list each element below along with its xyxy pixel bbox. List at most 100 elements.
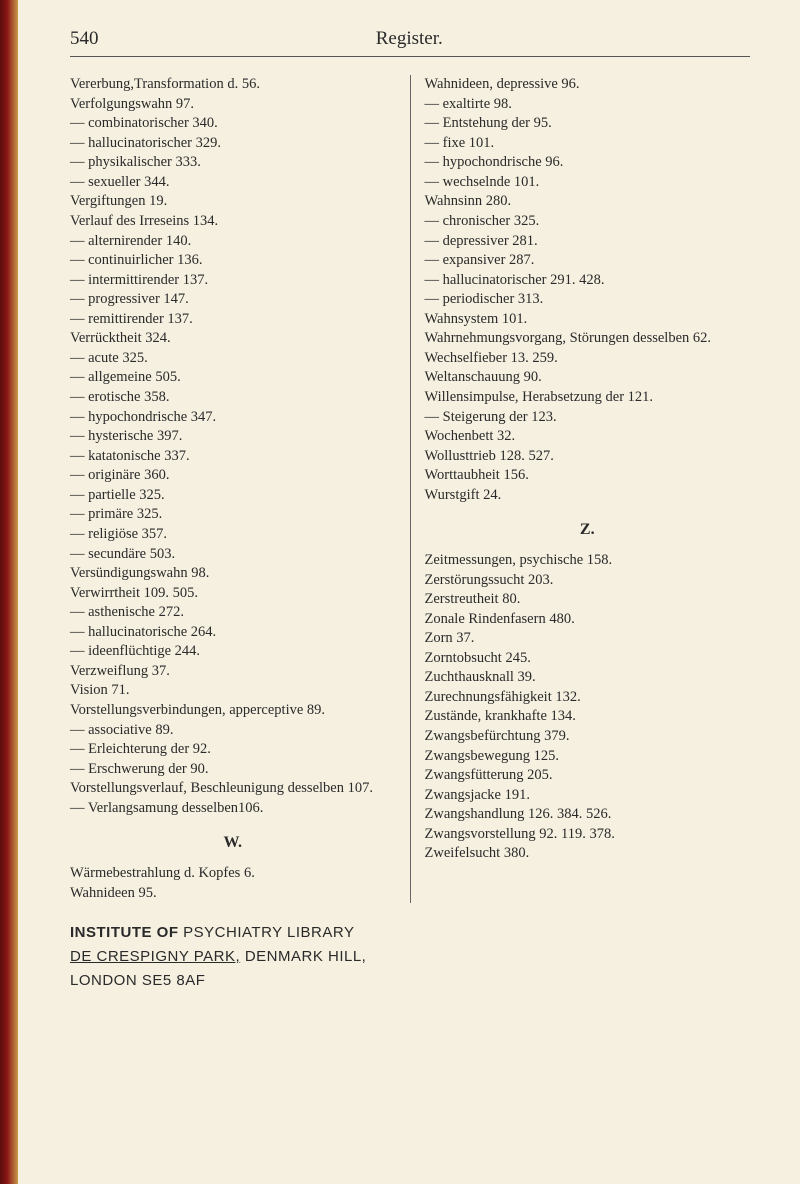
- library-stamp: INSTITUTE OF PSYCHIATRY LIBRARY DE CRESP…: [70, 921, 750, 993]
- index-entry: Vergiftungen 19.: [70, 192, 396, 212]
- index-entry: — hysterische 397.: [70, 427, 396, 447]
- index-entry: — physikalischer 333.: [70, 153, 396, 173]
- left-entries-2: Wärmebestrahlung d. Kopfes 6.Wahnideen 9…: [70, 864, 396, 903]
- index-entry: — Erleichterung der 92.: [70, 740, 396, 760]
- index-entry: Vision 71.: [70, 681, 396, 701]
- index-entry: — hypochondrische 96.: [425, 153, 751, 173]
- section-head-w: W.: [70, 832, 396, 854]
- index-entry: — associative 89.: [70, 721, 396, 741]
- index-entry: Versündigungswahn 98.: [70, 564, 396, 584]
- index-entry: — combinatorischer 340.: [70, 114, 396, 134]
- index-entry: Zonale Rindenfasern 480.: [425, 610, 751, 630]
- section-head-z: Z.: [425, 519, 751, 541]
- index-entry: — katatonische 337.: [70, 447, 396, 467]
- index-entry: — Steigerung der 123.: [425, 408, 751, 428]
- index-entry: Zeitmessungen, psychische 158.: [425, 551, 751, 571]
- index-entry: Zwangsvorstellung 92. 119. 378.: [425, 825, 751, 845]
- index-entry: Wurstgift 24.: [425, 486, 751, 506]
- index-entry: Zorntobsucht 245.: [425, 649, 751, 669]
- index-entry: Worttaubheit 156.: [425, 466, 751, 486]
- index-entry: Weltanschauung 90.: [425, 368, 751, 388]
- index-entry: — erotische 358.: [70, 388, 396, 408]
- index-entry: Zwangshandlung 126. 384. 526.: [425, 805, 751, 825]
- stamp-text-2a: DE CRESPIGNY PARK,: [70, 948, 240, 965]
- index-entry: Zuchthausknall 39.: [425, 668, 751, 688]
- index-entry: Vererbung,Transformation d. 56.: [70, 75, 396, 95]
- index-entry: — periodischer 313.: [425, 290, 751, 310]
- header-spacer: [720, 28, 750, 50]
- index-entry: — hallucinatorischer 329.: [70, 134, 396, 154]
- index-entry: Wechselfieber 13. 259.: [425, 349, 751, 369]
- index-entry: Zerstreutheit 80.: [425, 590, 751, 610]
- index-entry: — allgemeine 505.: [70, 368, 396, 388]
- index-entry: Zwangsfütterung 205.: [425, 766, 751, 786]
- index-entry: — primäre 325.: [70, 505, 396, 525]
- left-column: Vererbung,Transformation d. 56.Verfolgun…: [70, 75, 411, 903]
- index-entry: Zorn 37.: [425, 629, 751, 649]
- stamp-text-1b: PSYCHIATRY LIBRARY: [183, 924, 354, 941]
- left-entries-1: Vererbung,Transformation d. 56.Verfolgun…: [70, 75, 396, 818]
- index-entry: — intermittirender 137.: [70, 271, 396, 291]
- index-entry: Zerstörungssucht 203.: [425, 571, 751, 591]
- index-entry: Verlauf des Irreseins 134.: [70, 212, 396, 232]
- index-entry: — depressiver 281.: [425, 232, 751, 252]
- stamp-line-3: LONDON SE5 8AF: [70, 969, 750, 993]
- stamp-line-2: DE CRESPIGNY PARK, DENMARK HILL,: [70, 945, 750, 969]
- index-entry: Wahrnehmungsvorgang, Stör­ungen desselbe…: [425, 329, 751, 349]
- index-columns: Vererbung,Transformation d. 56.Verfolgun…: [70, 75, 750, 903]
- right-entries-1: Wahnideen, depressive 96.— exaltirte 98.…: [425, 75, 751, 505]
- index-entry: — remittirender 137.: [70, 310, 396, 330]
- index-entry: Zwangsbewegung 125.: [425, 747, 751, 767]
- index-entry: Wochenbett 32.: [425, 427, 751, 447]
- index-entry: — secundäre 503.: [70, 545, 396, 565]
- index-entry: — Erschwerung der 90.: [70, 760, 396, 780]
- stamp-text-2b: DENMARK HILL,: [240, 948, 366, 965]
- index-entry: — acute 325.: [70, 349, 396, 369]
- index-entry: Verzweiflung 37.: [70, 662, 396, 682]
- index-entry: Verrücktheit 324.: [70, 329, 396, 349]
- index-entry: Wahnsystem 101.: [425, 310, 751, 330]
- index-entry: — alternirender 140.: [70, 232, 396, 252]
- page-number: 540: [70, 28, 99, 50]
- index-entry: — fixe 101.: [425, 134, 751, 154]
- index-entry: — hallucinatorischer 291. 428.: [425, 271, 751, 291]
- index-entry: Wahnideen, depressive 96.: [425, 75, 751, 95]
- index-entry: — partielle 325.: [70, 486, 396, 506]
- page-title: Register.: [376, 28, 443, 50]
- index-entry: Vorstellungsverbindungen, ap­perceptive …: [70, 701, 396, 721]
- index-entry: — continuirlicher 136.: [70, 251, 396, 271]
- index-entry: Wollusttrieb 128. 527.: [425, 447, 751, 467]
- index-entry: Wärmebestrahlung d. Kopfes 6.: [70, 864, 396, 884]
- right-entries-2: Zeitmessungen, psychische 158.Zerstörung…: [425, 551, 751, 864]
- index-entry: — asthenische 272.: [70, 603, 396, 623]
- index-entry: — ideenflüchtige 244.: [70, 642, 396, 662]
- index-entry: — Verlangsamung desselben106.: [70, 799, 396, 819]
- page-header: 540 Register.: [70, 28, 750, 57]
- right-column: Wahnideen, depressive 96.— exaltirte 98.…: [411, 75, 751, 903]
- index-entry: Zurechnungsfähigkeit 132.: [425, 688, 751, 708]
- index-entry: Verfolgungswahn 97.: [70, 95, 396, 115]
- index-entry: — sexueller 344.: [70, 173, 396, 193]
- index-entry: — hypochondrische 347.: [70, 408, 396, 428]
- page-container: 540 Register. Vererbung,Transformation d…: [0, 0, 800, 1184]
- index-entry: Zweifelsucht 380.: [425, 844, 751, 864]
- stamp-text-1a: INSTITUTE OF: [70, 924, 183, 941]
- index-entry: Willensimpulse, Herabsetzung der 121.: [425, 388, 751, 408]
- index-entry: — progressiver 147.: [70, 290, 396, 310]
- index-entry: — Entstehung der 95.: [425, 114, 751, 134]
- index-entry: — wechselnde 101.: [425, 173, 751, 193]
- stamp-line-1: INSTITUTE OF PSYCHIATRY LIBRARY: [70, 921, 750, 945]
- index-entry: — hallucinatorische 264.: [70, 623, 396, 643]
- index-entry: Zustände, krankhafte 134.: [425, 707, 751, 727]
- index-entry: Zwangsjacke 191.: [425, 786, 751, 806]
- index-entry: Zwangsbefürchtung 379.: [425, 727, 751, 747]
- index-entry: Wahnsinn 280.: [425, 192, 751, 212]
- index-entry: — chronischer 325.: [425, 212, 751, 232]
- index-entry: Wahnideen 95.: [70, 884, 396, 904]
- index-entry: — expansiver 287.: [425, 251, 751, 271]
- index-entry: — religiöse 357.: [70, 525, 396, 545]
- index-entry: — originäre 360.: [70, 466, 396, 486]
- index-entry: Verwirrtheit 109. 505.: [70, 584, 396, 604]
- index-entry: — exaltirte 98.: [425, 95, 751, 115]
- index-entry: Vorstellungsverlauf, Beschleu­nigung des…: [70, 779, 396, 799]
